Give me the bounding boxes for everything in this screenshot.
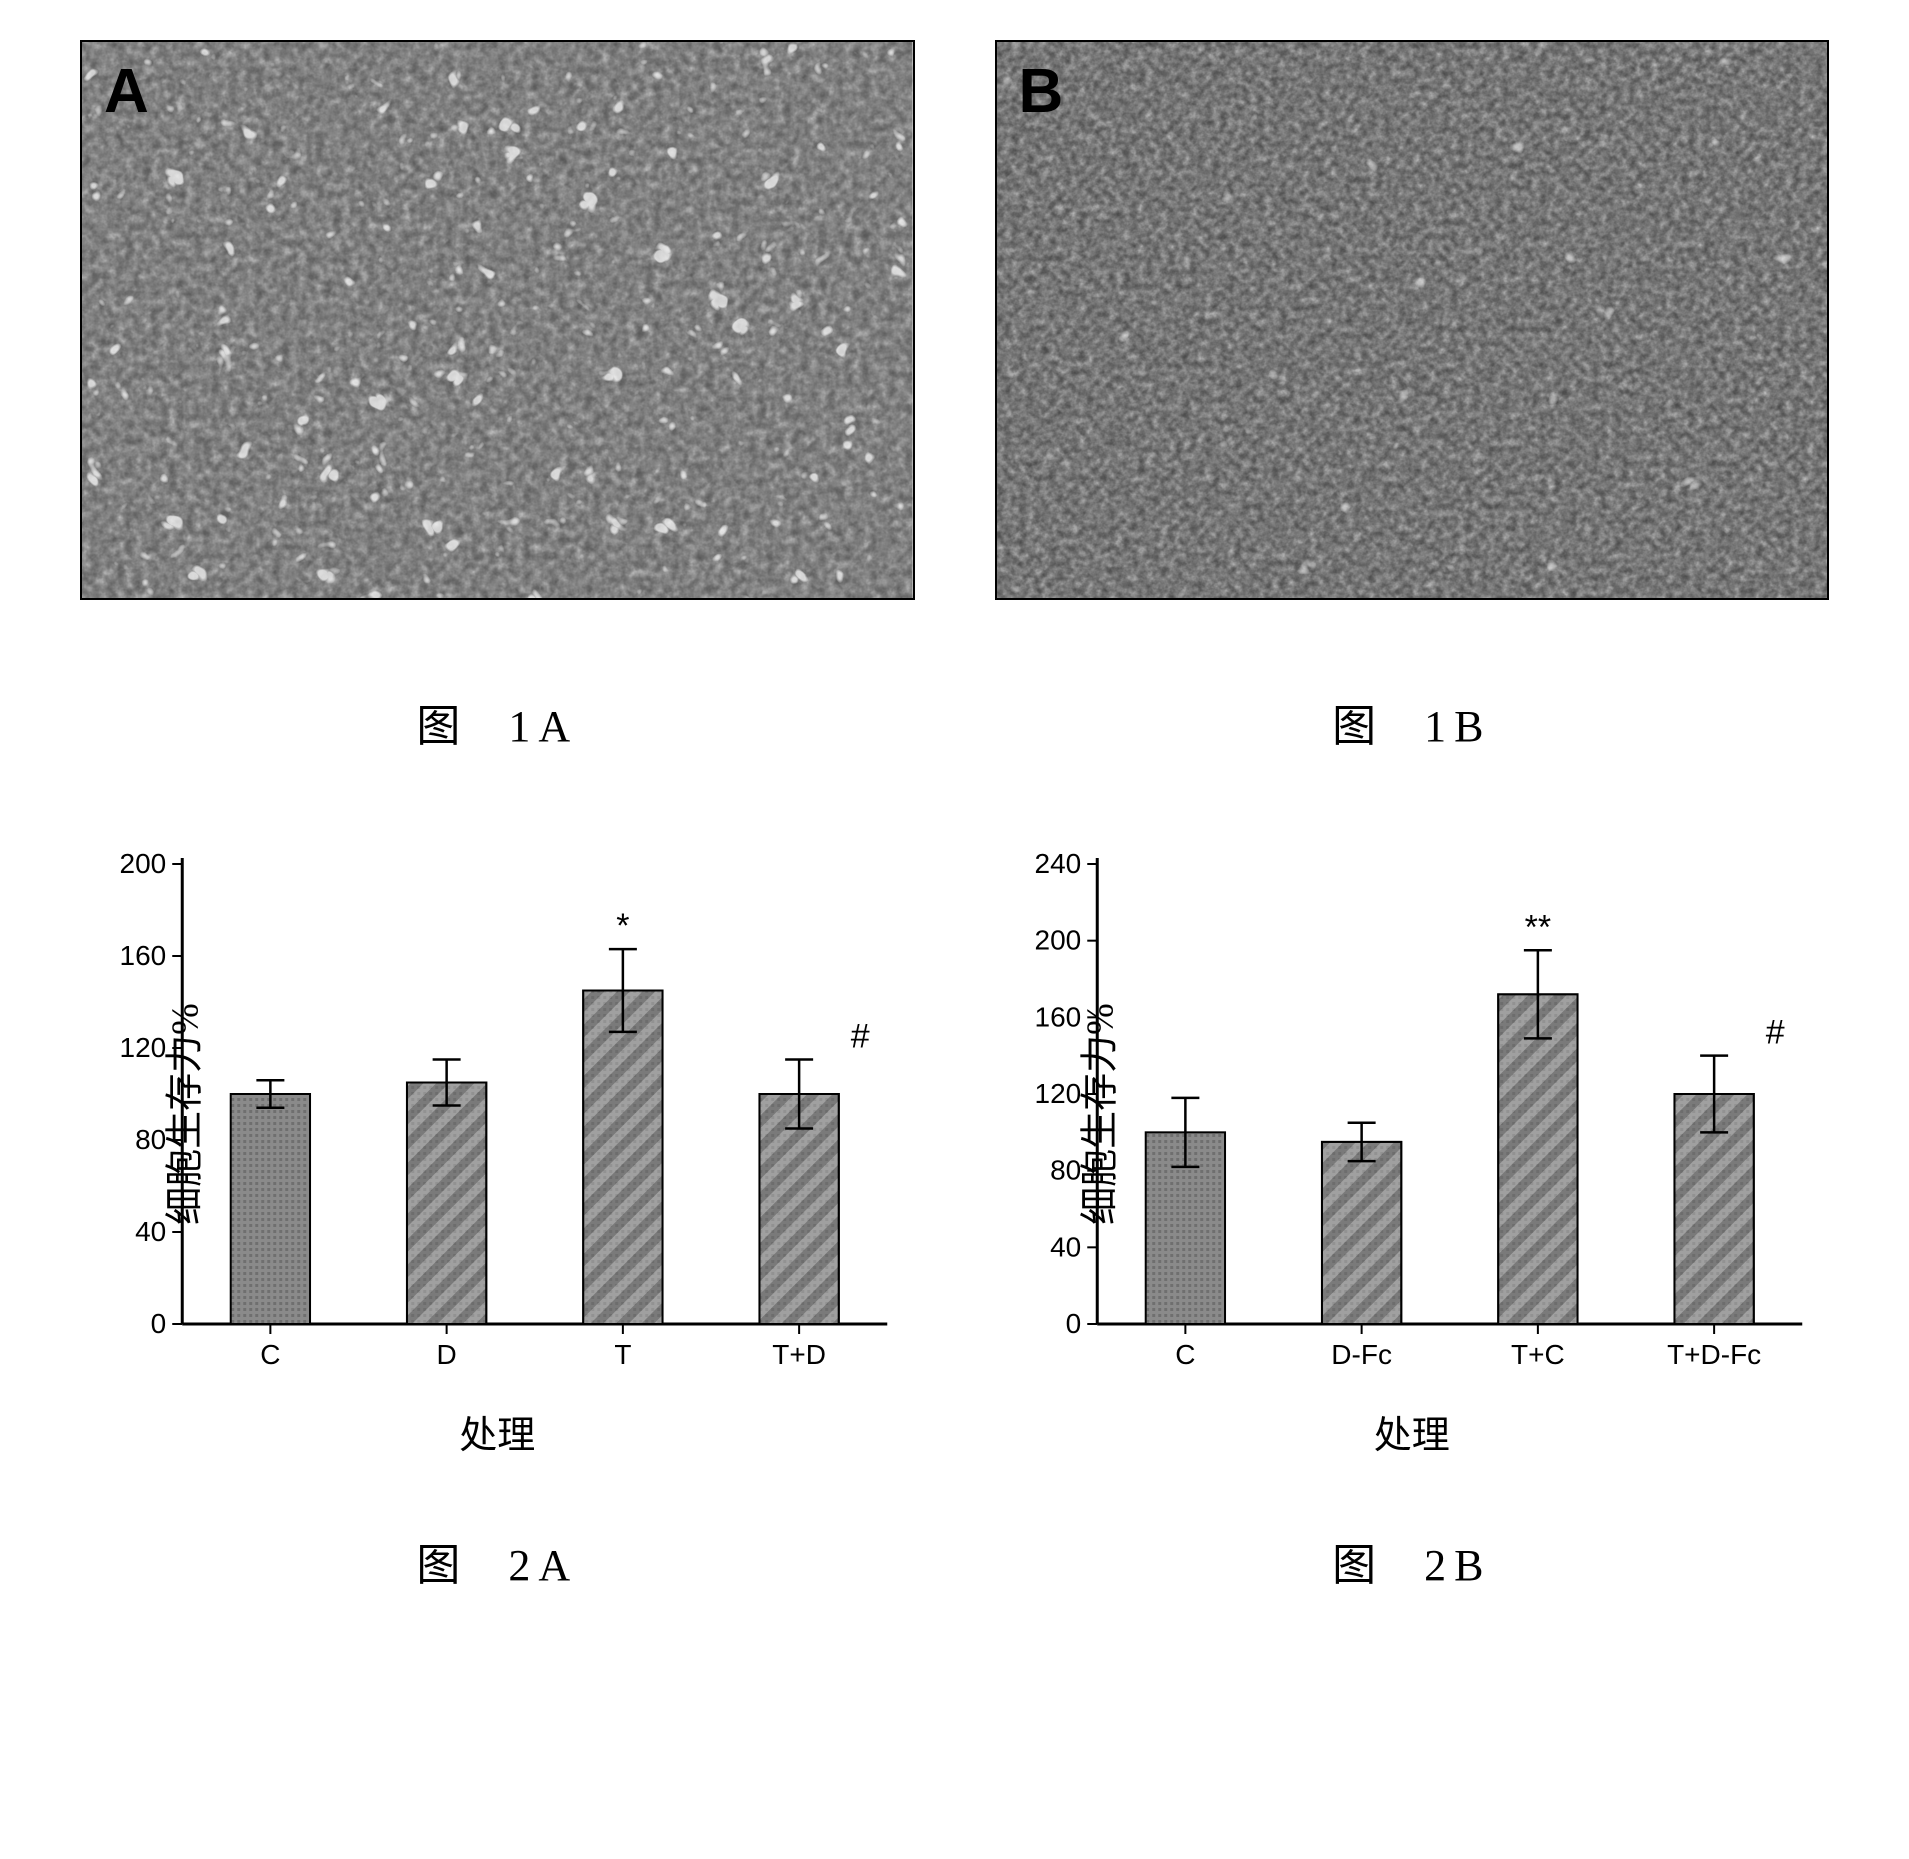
- figure-2-row: 细胞生存力% 04080120160200CD*T#T+D 处理 图2A 细胞生…: [80, 834, 1829, 1593]
- caption-1b: 图 1B: [1332, 690, 1491, 754]
- svg-text:D-Fc: D-Fc: [1331, 1339, 1392, 1370]
- svg-text:#: #: [851, 1018, 870, 1056]
- caption-id: 1A: [508, 702, 578, 751]
- caption-id: 2B: [1424, 1541, 1491, 1590]
- svg-text:0: 0: [1065, 1308, 1081, 1339]
- svg-text:160: 160: [120, 940, 167, 971]
- micrograph-1a-svg: [82, 42, 913, 598]
- svg-text:0: 0: [151, 1308, 167, 1339]
- svg-text:T+C: T+C: [1511, 1339, 1565, 1370]
- svg-text:240: 240: [1034, 848, 1081, 879]
- ylabel-2a: 细胞生存力%: [153, 1003, 208, 1225]
- micrograph-1b-svg: [997, 42, 1828, 598]
- caption-prefix: 图: [416, 1541, 468, 1590]
- svg-text:C: C: [260, 1339, 280, 1370]
- caption-prefix: 图: [1332, 1541, 1384, 1590]
- panel-letter-b: B: [1019, 56, 1064, 127]
- panel-1b: B 图 1B: [995, 40, 1830, 754]
- svg-text:C: C: [1175, 1339, 1195, 1370]
- figure-1-row: A 图 1A B 图 1B: [80, 40, 1829, 754]
- svg-text:200: 200: [1034, 925, 1081, 956]
- svg-text:**: **: [1524, 908, 1550, 946]
- caption-1a: 图 1A: [416, 690, 578, 754]
- chart-2a-area: 细胞生存力% 04080120160200CD*T#T+D: [80, 834, 915, 1394]
- micrograph-1a: A: [80, 40, 915, 600]
- svg-text:T+D: T+D: [772, 1339, 826, 1370]
- xlabel-2a: 处理: [80, 1404, 915, 1459]
- caption-prefix: 图: [416, 702, 468, 751]
- svg-text:200: 200: [120, 848, 167, 879]
- chart-2b-area: 细胞生存力% 04080120160200240CD-Fc**T+C#T+D-F…: [995, 834, 1830, 1394]
- svg-text:D: D: [437, 1339, 457, 1370]
- panel-2a: 细胞生存力% 04080120160200CD*T#T+D 处理 图2A: [80, 834, 915, 1593]
- panel-letter-a: A: [104, 56, 149, 127]
- caption-id: 2A: [508, 1541, 578, 1590]
- ylabel-2b: 细胞生存力%: [1068, 1003, 1123, 1225]
- caption-2a: 图 2A: [416, 1529, 578, 1593]
- svg-text:40: 40: [1050, 1231, 1081, 1262]
- caption-id: 1B: [1424, 702, 1491, 751]
- caption-2b: 图 2B: [1332, 1529, 1491, 1593]
- caption-prefix: 图: [1332, 702, 1384, 751]
- svg-text:#: #: [1765, 1014, 1784, 1052]
- svg-text:T+D-Fc: T+D-Fc: [1667, 1339, 1761, 1370]
- panel-1a: A 图 1A: [80, 40, 915, 754]
- panel-2b: 细胞生存力% 04080120160200240CD-Fc**T+C#T+D-F…: [995, 834, 1830, 1593]
- svg-text:T: T: [614, 1339, 631, 1370]
- micrograph-1b: B: [995, 40, 1830, 600]
- svg-text:*: *: [616, 907, 629, 945]
- xlabel-2b: 处理: [995, 1404, 1830, 1459]
